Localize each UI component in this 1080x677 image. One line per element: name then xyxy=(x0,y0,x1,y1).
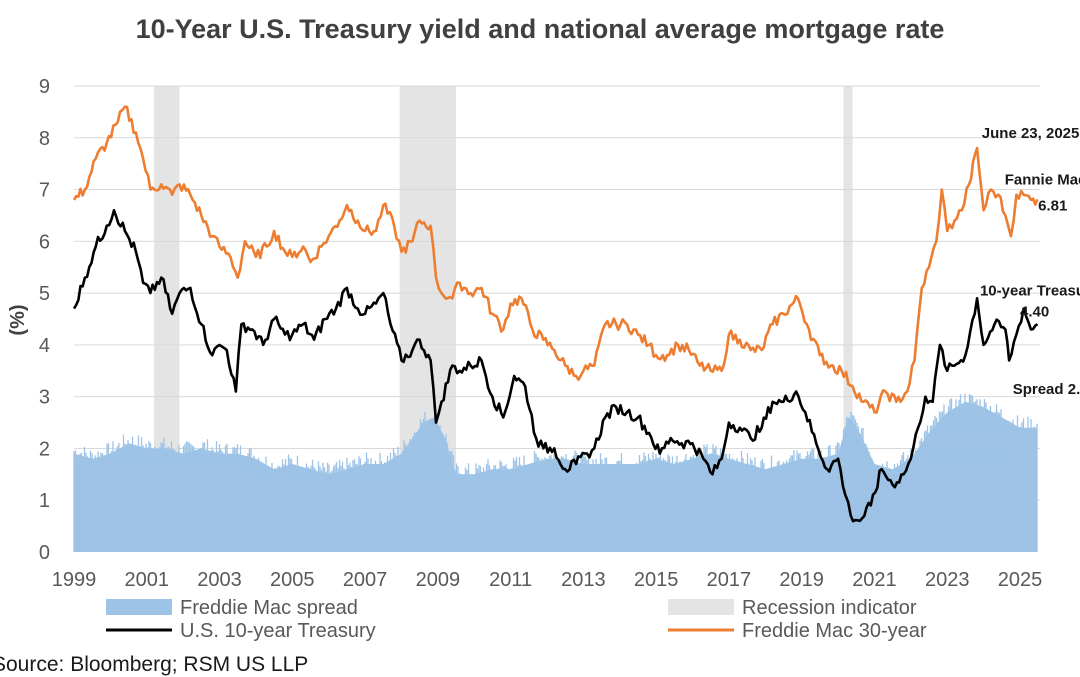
axes: 0 1 2 3 4 5 6 7 8 9 1999 2001 2003 2005 2007 2009 2011 20… xyxy=(7,76,1042,591)
annotation-2: 6.81 xyxy=(1038,197,1067,214)
freddie-mac-30-year-line xyxy=(72,105,1039,414)
x-tick-label-2007: 2007 xyxy=(343,569,388,591)
y-tick-label-7: 7 xyxy=(39,180,50,202)
chart-title: 10-Year U.S. Treasury yield and national… xyxy=(135,14,945,44)
x-tick-label-2011: 2011 xyxy=(489,569,532,591)
annotation-5: Spread 2.41 xyxy=(1013,381,1080,398)
x-tick-label-2021: 2021 xyxy=(852,569,897,591)
annotation-3: 10-year Treasury xyxy=(980,283,1080,300)
legend-label-mortgage: Freddie Mac 30-year xyxy=(742,620,927,642)
series-lines xyxy=(72,105,1039,523)
x-tick-label-1999: 1999 xyxy=(52,569,97,591)
x-tick-label-2001: 2001 xyxy=(125,569,170,591)
y-axis-label: (%) xyxy=(7,304,29,335)
annotation-4: 4.40 xyxy=(1020,303,1049,320)
y-tick-label-1: 1 xyxy=(39,490,50,512)
y-tick-label-2: 2 xyxy=(39,438,50,460)
x-tick-label-2013: 2013 xyxy=(561,569,606,591)
x-tick-label-2019: 2019 xyxy=(779,569,824,591)
x-tick-label-2003: 2003 xyxy=(197,569,242,591)
legend-label-recession: Recession indicator xyxy=(742,597,917,619)
source-note: Source: Bloomberg; RSM US LLP xyxy=(0,653,309,676)
legend-swatch-recession xyxy=(668,599,734,615)
x-tick-label-2015: 2015 xyxy=(634,569,679,591)
y-tick-label-8: 8 xyxy=(39,128,50,150)
y-tick-label-9: 9 xyxy=(39,76,50,98)
y-tick-label-5: 5 xyxy=(39,283,50,305)
spread-area xyxy=(73,393,1038,552)
freddie-mac-spread-texture xyxy=(73,393,1038,552)
legend-swatch-spread xyxy=(106,599,172,615)
x-tick-label-2025: 2025 xyxy=(998,569,1043,591)
x-tick-label-2023: 2023 xyxy=(925,569,970,591)
recession-band-2 xyxy=(843,86,853,552)
legend-label-spread: Freddie Mac spread xyxy=(180,597,358,619)
legend: Freddie Mac spread Recession indicator U.S… xyxy=(106,597,927,642)
y-tick-label-4: 4 xyxy=(39,335,50,357)
us-10-year-treasury-line xyxy=(72,209,1039,523)
x-tick-label-2017: 2017 xyxy=(707,569,752,591)
y-tick-label-6: 6 xyxy=(39,231,50,253)
x-tick-label-2005: 2005 xyxy=(270,569,315,591)
annotation-1: Fannie Mae xyxy=(1005,171,1080,188)
gridlines xyxy=(74,85,1040,501)
x-tick-label-2009: 2009 xyxy=(416,569,461,591)
y-tick-label-3: 3 xyxy=(39,387,50,409)
legend-label-treasury: U.S. 10-year Treasury xyxy=(180,620,376,642)
y-tick-label-0: 0 xyxy=(39,542,50,564)
annotations: June 23, 2025 Fannie Mae 6.81 10-year Treas… xyxy=(980,125,1080,398)
annotation-0: June 23, 2025 xyxy=(982,125,1080,142)
